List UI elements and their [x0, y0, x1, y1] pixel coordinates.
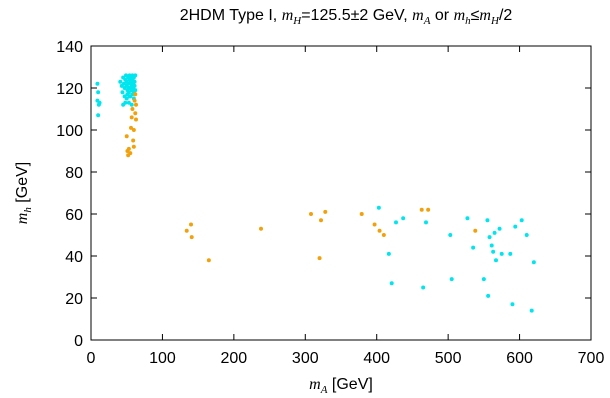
data-point [95, 81, 100, 86]
y-tick-label: 140 [56, 39, 83, 56]
data-point [394, 220, 398, 225]
y-tick-label: 0 [74, 333, 83, 350]
data-point [131, 144, 136, 149]
data-point [96, 113, 101, 118]
data-point [448, 233, 453, 237]
data-point [121, 81, 126, 86]
data-point [426, 207, 431, 212]
data-point [377, 228, 382, 233]
data-point [519, 218, 524, 223]
data-point [424, 220, 428, 225]
data-point [126, 146, 131, 151]
data-point [487, 235, 492, 240]
data-point [259, 226, 263, 231]
data-point [131, 128, 136, 132]
data-point [489, 243, 494, 248]
data-point [133, 92, 138, 97]
x-axis-label: mA [GeV] [309, 376, 373, 396]
x-tick-label: 400 [363, 350, 390, 367]
x-tick-label: 300 [292, 350, 319, 367]
data-point [120, 90, 125, 95]
data-point [494, 258, 498, 263]
data-point [473, 228, 478, 233]
data-point [134, 102, 138, 107]
data-point [133, 73, 138, 78]
data-point [419, 207, 424, 212]
data-point [133, 88, 138, 93]
data-point [497, 226, 502, 231]
y-tick-label: 60 [65, 207, 83, 224]
data-point [189, 222, 193, 227]
x-tick-label: 100 [149, 350, 176, 367]
x-tick-label: 600 [506, 350, 533, 367]
data-point [206, 258, 211, 263]
data-point [486, 293, 491, 298]
data-point [491, 249, 496, 254]
y-tick-label: 40 [65, 249, 83, 266]
data-point [389, 281, 394, 286]
data-point [124, 96, 129, 101]
data-point [132, 83, 137, 88]
x-tick-label: 0 [87, 350, 96, 367]
data-point [531, 260, 536, 265]
chart-title: 2HDM Type I, mH=125.5±2 GeV, mA or mh≤mH… [180, 7, 513, 27]
data-point [513, 224, 518, 229]
data-point [319, 218, 323, 223]
data-point [129, 125, 133, 130]
data-point [499, 251, 504, 256]
data-point [401, 216, 406, 221]
data-point [128, 151, 133, 156]
data-point [323, 209, 328, 214]
data-point [124, 134, 129, 139]
data-point [481, 277, 486, 282]
data-point [131, 138, 136, 143]
y-tick-label: 120 [56, 81, 83, 98]
data-point [421, 285, 426, 290]
data-point [524, 233, 529, 237]
data-point [359, 212, 364, 216]
axis-ticks: 0 100 200 300 400 500 600 700 0 20 40 60 80 100 120 140 [56, 39, 604, 367]
y-tick-label: 100 [56, 123, 83, 140]
data-point [449, 277, 454, 282]
data-point [127, 94, 132, 99]
data-point [386, 251, 391, 256]
data-point [97, 100, 102, 105]
data-point [133, 111, 138, 116]
data-points [95, 73, 536, 313]
data-point [184, 228, 189, 233]
data-point [126, 90, 131, 95]
x-tick-label: 200 [221, 350, 248, 367]
data-point [372, 222, 377, 227]
data-point [130, 107, 135, 111]
data-point [376, 205, 381, 210]
y-tick-label: 20 [65, 291, 83, 308]
data-point [132, 79, 137, 84]
data-point [118, 79, 123, 84]
plot-frame [90, 45, 592, 341]
data-point [465, 216, 470, 221]
data-point [508, 251, 513, 256]
data-point [189, 235, 194, 240]
data-point [129, 115, 134, 120]
data-point [510, 302, 515, 307]
data-point [492, 230, 497, 235]
y-axis-label: mh [GeV] [14, 162, 34, 224]
data-point [96, 90, 101, 95]
data-point [121, 102, 126, 107]
data-point [485, 218, 490, 223]
data-point [129, 102, 134, 107]
data-point [134, 117, 138, 122]
data-point [471, 245, 476, 250]
y-tick-label: 80 [65, 165, 83, 182]
x-tick-label: 700 [578, 350, 605, 367]
data-point [529, 308, 534, 313]
data-point [381, 233, 386, 237]
data-point [126, 100, 131, 105]
data-point [132, 98, 137, 103]
data-point [309, 212, 313, 216]
x-tick-label: 500 [435, 350, 462, 367]
data-point [317, 256, 322, 261]
